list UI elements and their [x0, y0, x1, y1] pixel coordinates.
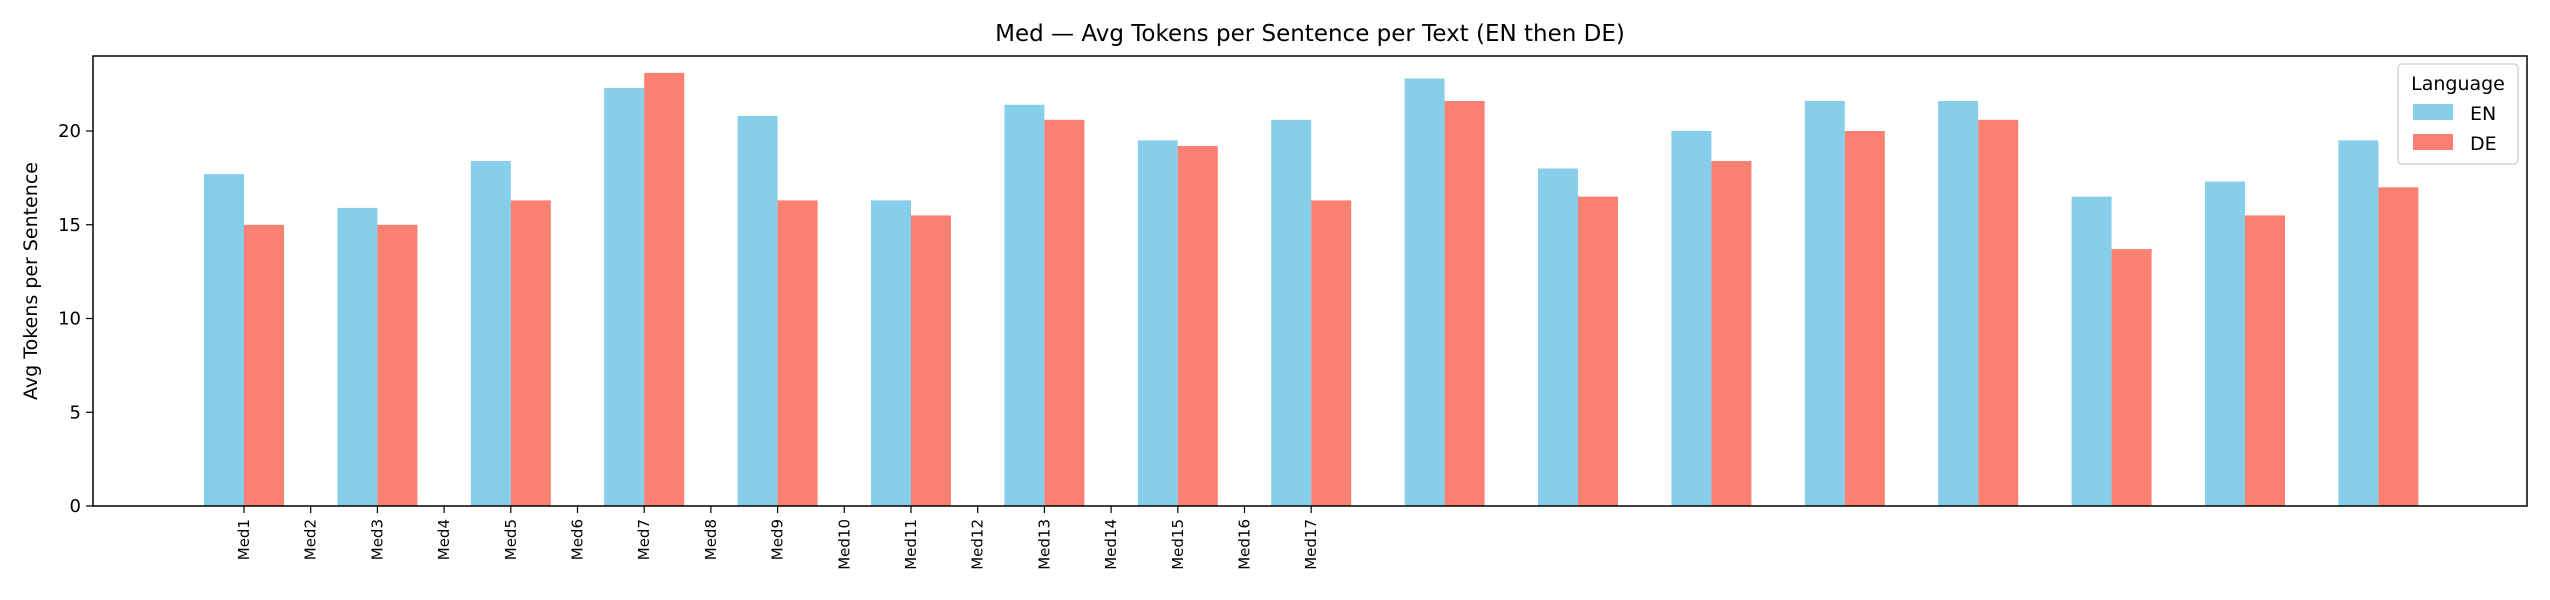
bar-de-4	[644, 72, 685, 507]
x-tick-label: Med4	[435, 519, 453, 560]
legend-title: Language	[2411, 73, 2505, 95]
bar-en-17	[2338, 140, 2379, 506]
bar-de-11	[1578, 196, 1618, 506]
bar-en-5	[737, 116, 778, 506]
bar-de-14	[1978, 119, 2019, 507]
bar-de-13	[1844, 131, 1885, 506]
y-axis-label: Avg Tokens per Sentence	[20, 162, 42, 400]
x-tick-label: Med10	[835, 519, 853, 570]
bars-layer	[204, 72, 2419, 507]
bar-de-17	[2378, 187, 2419, 507]
x-tick-label: Med14	[1102, 519, 1120, 570]
bar-en-11	[1538, 168, 1578, 506]
bar-de-5	[777, 200, 818, 506]
x-tick-label: Med2	[302, 519, 320, 560]
bar-en-7	[1004, 104, 1045, 507]
y-tick-label: 20	[58, 121, 81, 142]
x-tick-label: Med12	[969, 519, 987, 570]
bar-en-14	[1938, 101, 1979, 506]
bar-de-1	[244, 224, 284, 507]
x-tick-label: Med5	[502, 519, 520, 560]
bar-de-7	[1044, 119, 1085, 507]
x-tick-label: Med1	[235, 519, 253, 560]
plot-frame	[92, 55, 2528, 507]
y-tick-label: 5	[70, 402, 81, 423]
bar-de-12	[1711, 161, 1752, 506]
x-tick-label: Med15	[1169, 519, 1187, 570]
x-tick-label: Med17	[1302, 519, 1320, 570]
legend-swatch-en	[2413, 104, 2453, 120]
bar-de-16	[2245, 215, 2285, 506]
bar-en-6	[871, 200, 911, 506]
legend-swatch-de	[2413, 134, 2453, 150]
x-tick-label: Med13	[1035, 519, 1053, 570]
x-tick-label: Med11	[902, 519, 920, 570]
bar-en-3	[470, 161, 511, 506]
bar-en-9	[1271, 119, 1312, 507]
x-axis: Med1 Med2 Med3 Med4 Med5 Med6 Med7 Med8 Med9 Med1…	[235, 506, 1320, 570]
x-tick-label: Med3	[368, 519, 386, 560]
x-tick-label: Med8	[702, 519, 720, 560]
x-tick-label: Med6	[569, 519, 587, 560]
legend-label-de: DE	[2470, 133, 2497, 155]
legend-label-en: EN	[2470, 103, 2496, 125]
bar-en-12	[1671, 131, 1712, 506]
legend: Language EN DE	[2397, 63, 2519, 165]
bar-en-15	[2071, 196, 2112, 506]
chart-title: Med — Avg Tokens per Sentence per Text (…	[995, 21, 1625, 47]
bar-de-3	[510, 200, 551, 506]
y-axis: 0 5 10 15 20	[58, 121, 93, 517]
bar-de-9	[1311, 200, 1352, 506]
bar-de-15	[2111, 249, 2152, 506]
bar-en-16	[2205, 181, 2245, 506]
bar-en-8	[1137, 140, 1178, 506]
bar-de-2	[377, 224, 418, 507]
y-tick-label: 0	[70, 496, 81, 517]
x-tick-label: Med7	[635, 519, 653, 560]
bar-de-8	[1177, 146, 1218, 506]
x-tick-label: Med9	[769, 519, 787, 560]
bar-en-10	[1404, 78, 1445, 506]
bar-de-10	[1444, 101, 1485, 506]
bar-en-2	[337, 207, 378, 506]
y-tick-label: 15	[58, 215, 81, 236]
x-tick-label: Med16	[1236, 519, 1254, 570]
bar-de-6	[911, 215, 951, 506]
bar-en-1	[204, 174, 244, 506]
y-tick-label: 10	[58, 309, 81, 330]
bar-en-4	[604, 87, 645, 507]
bar-en-13	[1804, 101, 1845, 506]
